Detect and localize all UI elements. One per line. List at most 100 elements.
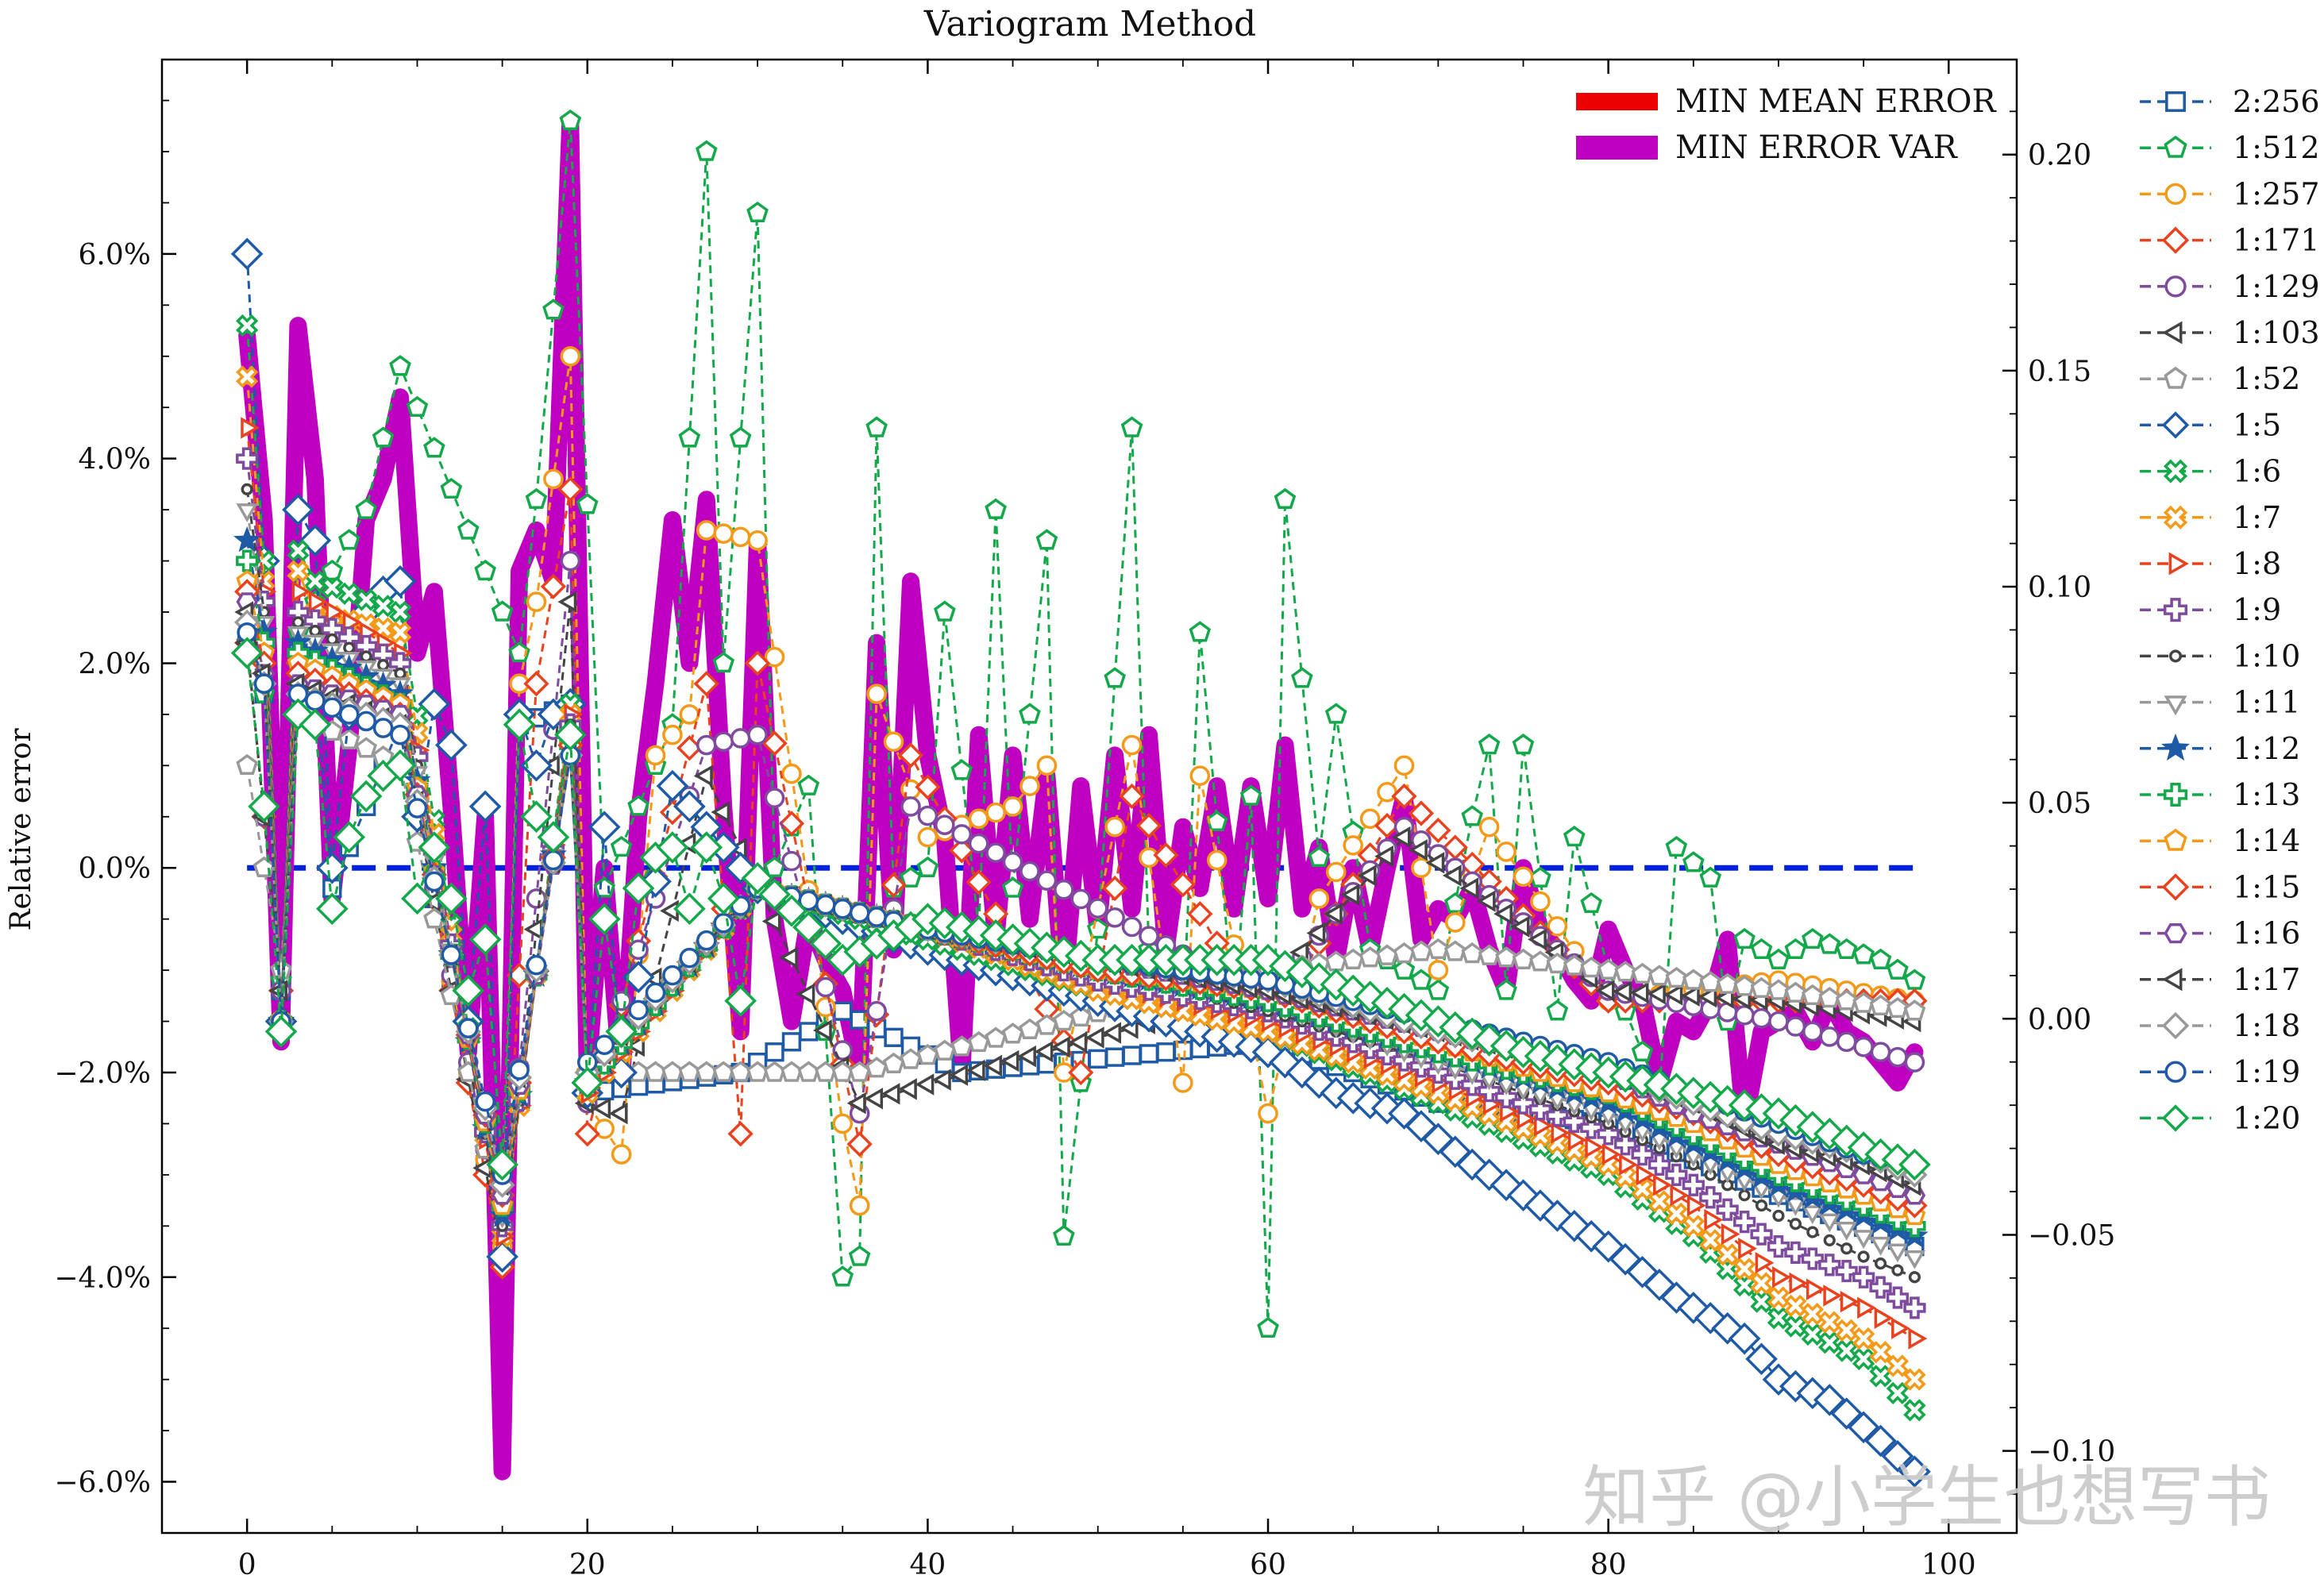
series-point — [1409, 838, 1428, 861]
series-point — [1068, 1059, 1094, 1086]
series-point — [303, 570, 327, 593]
series-point — [1665, 1202, 1688, 1225]
series-point — [526, 954, 547, 976]
legend-marker — [2162, 321, 2183, 345]
legend-marker — [2161, 873, 2190, 901]
series-point — [1068, 1031, 1088, 1053]
series-point — [758, 878, 791, 911]
series-point — [356, 711, 376, 732]
series-point — [491, 600, 514, 622]
series-point — [1653, 1174, 1672, 1196]
legend-marker — [2161, 1011, 2190, 1040]
series-point — [1716, 972, 1739, 994]
series-point — [1510, 915, 1530, 938]
series-point — [1085, 1026, 1104, 1049]
series-point — [934, 600, 956, 622]
series-point — [1767, 948, 1790, 969]
series-1-512 — [236, 109, 1926, 1338]
series-point — [1784, 981, 1807, 1003]
series-point — [781, 850, 802, 872]
legend-marker — [2164, 135, 2187, 158]
series-point — [1716, 1243, 1739, 1266]
series-point — [1325, 861, 1347, 883]
legend-label: MIN MEAN ERROR — [1675, 83, 1997, 120]
series-point — [1370, 1092, 1404, 1125]
series-point — [1476, 890, 1496, 912]
series-point — [1574, 1219, 1608, 1253]
legend-label: 1:13 — [2233, 777, 2300, 812]
y-tick-label: 0.0% — [79, 853, 151, 885]
series-point — [1835, 1319, 1858, 1342]
series-point — [241, 417, 260, 439]
series-point — [1818, 933, 1841, 954]
x-tick-label: 20 — [569, 1549, 606, 1579]
series-point — [326, 633, 338, 645]
series-point — [846, 1131, 873, 1157]
legend-label: 1:512 — [2233, 130, 2320, 165]
series-point — [713, 731, 734, 753]
series-point — [1806, 1278, 1825, 1300]
series-point — [1189, 765, 1211, 787]
legend-marker — [2164, 366, 2187, 389]
series-layer — [230, 109, 1931, 1488]
series-point — [711, 801, 730, 823]
series-point — [775, 895, 808, 927]
series-point — [1802, 984, 1824, 1006]
series-point — [796, 983, 815, 1005]
series-point — [1631, 1143, 1654, 1166]
series-point — [622, 872, 655, 905]
series-point — [1823, 1234, 1836, 1246]
series-point — [1513, 866, 1534, 888]
series-point — [1323, 903, 1343, 925]
series-point — [233, 526, 261, 553]
series-point — [1818, 1213, 1841, 1233]
series-point — [457, 518, 480, 540]
series-point — [1813, 1384, 1846, 1416]
series-point — [338, 704, 360, 725]
y-tick-label: −6.0% — [54, 1467, 151, 1500]
series-point — [1784, 1315, 1807, 1338]
series-point — [1391, 783, 1417, 810]
series-point — [1019, 776, 1040, 796]
series-1-20 — [230, 637, 1931, 1181]
series-point — [1904, 1052, 1925, 1073]
series-point — [949, 838, 975, 864]
series-point — [1836, 1031, 1857, 1053]
series-point — [661, 1061, 684, 1082]
series-point — [849, 903, 870, 923]
legend-marker — [2164, 183, 2187, 206]
y-tick-label: 6.0% — [79, 239, 151, 272]
series-point — [1374, 845, 1393, 868]
series-point — [1408, 800, 1435, 826]
series-point — [1750, 938, 1773, 960]
series-point — [1887, 958, 1909, 980]
series-point — [1830, 1397, 1863, 1430]
series-point — [576, 493, 599, 514]
series-point — [423, 437, 445, 458]
series-point — [1034, 1040, 1054, 1063]
series-point — [299, 524, 332, 557]
series-point — [881, 1083, 900, 1105]
series-point — [1512, 734, 1535, 755]
legend-label: 1:18 — [2233, 1008, 2300, 1043]
y-tick-label: −2.0% — [54, 1057, 151, 1090]
series-point — [440, 477, 463, 499]
series-point — [968, 808, 989, 830]
series-point — [588, 811, 621, 843]
series-point — [1251, 943, 1285, 976]
series-point — [1835, 989, 1858, 1011]
y-right-tick-label: 0.20 — [2028, 140, 2091, 172]
series-line — [245, 632, 1915, 1176]
series-point — [1613, 1133, 1637, 1156]
series-point — [1574, 1052, 1608, 1085]
series-point — [1153, 842, 1179, 868]
series-point — [1374, 812, 1401, 839]
series-point — [287, 539, 310, 562]
series-point — [1853, 1036, 1874, 1057]
series-point — [915, 1073, 935, 1096]
series-point — [917, 826, 938, 848]
series-point — [1802, 1205, 1824, 1225]
series-point — [1597, 958, 1620, 980]
series-point — [656, 769, 689, 803]
series-point — [1802, 1021, 1823, 1042]
